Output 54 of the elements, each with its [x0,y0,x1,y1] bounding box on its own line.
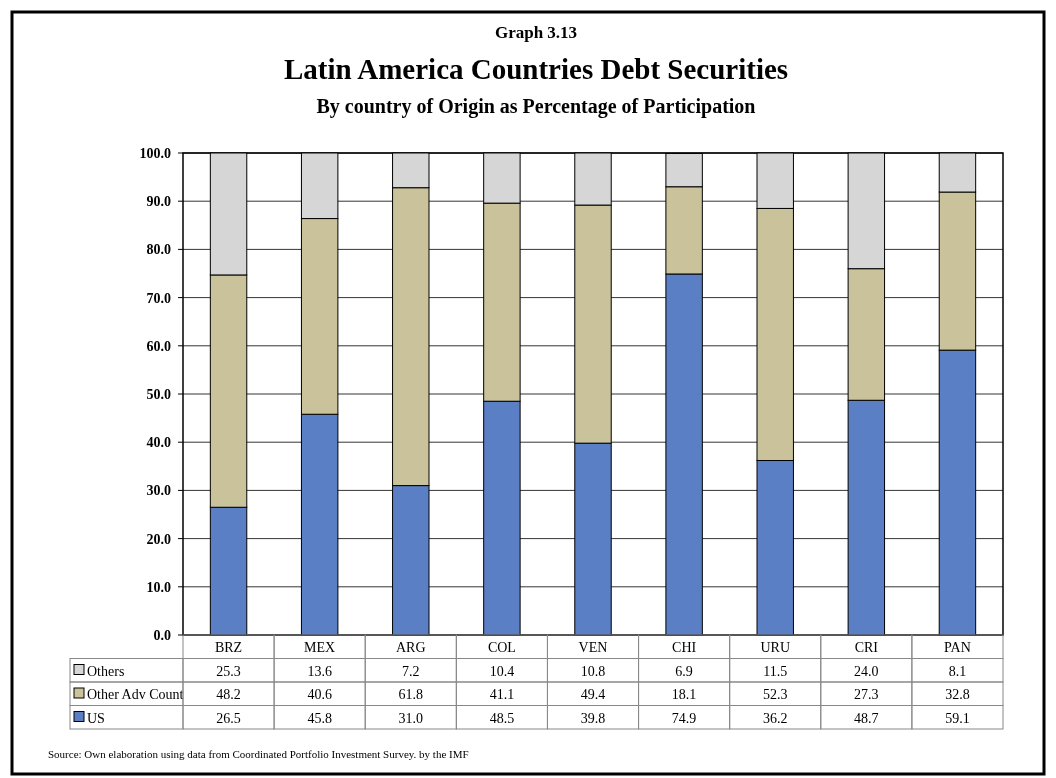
data-label: 18.1 [671,687,697,702]
y-tick-label: 40.0 [146,435,171,451]
data-label: 11.5 [763,663,788,679]
y-tick-label: 50.0 [146,387,171,402]
x-tick-label: CRI [854,640,879,655]
x-tick-label: VEN [578,640,608,655]
data-label: 6.9 [675,663,693,679]
y-tick-label: 70.0 [146,290,171,306]
y-tick-label: 100.0 [139,146,171,161]
data-label: 27.3 [854,687,879,702]
chart-title: Latin America Countries Debt Securities [283,53,789,85]
data-label: 25.3 [216,663,241,679]
source-note: Source: Own elaboration using data from Coordinated Portfolio Investment Survey. by the IMF [48,748,469,760]
data-label: 32.8 [945,687,970,702]
data-label: 48.5 [489,710,515,726]
y-tick-label: 80.0 [146,242,171,258]
data-label: 49.4 [580,687,606,702]
y-tick-label: 20.0 [146,531,171,547]
chart-subtitle: By country of Origin as Percentage of Participation [316,95,756,118]
legend-label: Others [87,663,125,679]
data-label: 8.1 [948,663,967,679]
data-label: 52.3 [762,687,788,702]
y-tick-label: 60.0 [146,338,171,354]
data-label: 13.6 [307,663,332,679]
data-label: 40.6 [307,687,332,702]
x-tick-label: URU [760,640,790,655]
data-label: 24.0 [854,663,879,679]
data-label: 10.8 [580,663,606,679]
data-label: 36.2 [762,710,788,726]
data-label: 45.8 [307,710,332,726]
x-tick-label: ARG [396,640,426,655]
data-label: 59.1 [945,710,970,726]
data-label: 10.4 [489,663,515,679]
data-label: 61.8 [398,687,424,702]
x-tick-label: PAN [944,640,971,655]
x-tick-label: BRZ [214,640,243,655]
x-tick-label: MEX [304,640,336,655]
data-label: 26.5 [216,710,241,726]
caption: Graph 3.13 [494,23,578,42]
y-tick-label: 10.0 [146,579,171,595]
x-tick-label: CHI [672,640,697,655]
data-label: 7.2 [402,663,420,679]
data-label: 39.8 [580,710,606,726]
legend-label: US [87,710,105,726]
legend-label: Other Adv Count [87,687,184,702]
data-label: 48.7 [854,710,879,726]
data-label: 48.2 [216,687,241,702]
y-tick-label: 0.0 [153,628,171,643]
data-label: 31.0 [398,710,424,726]
x-tick-label: COL [487,640,516,655]
y-tick-label: 90.0 [146,194,171,210]
data-label: 41.1 [489,687,515,702]
data-label: 74.9 [671,710,697,726]
y-tick-label: 30.0 [146,483,171,499]
